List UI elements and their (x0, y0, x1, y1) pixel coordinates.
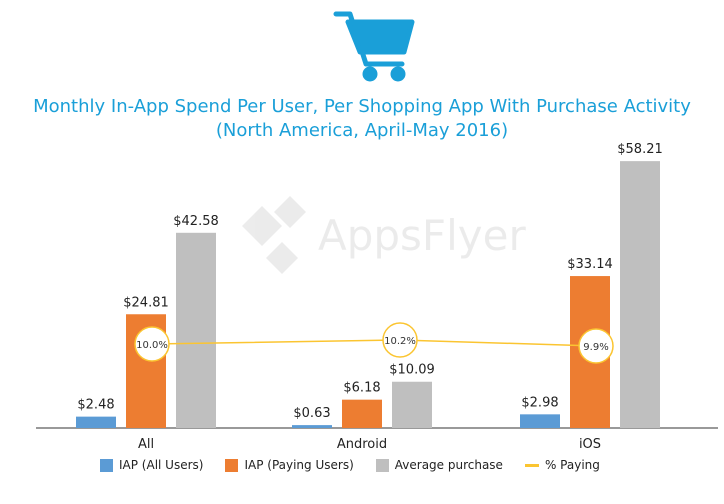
watermark-text: AppsFlyer (318, 211, 526, 260)
legend-label-pct-paying: % Paying (544, 458, 600, 472)
bars-layer (76, 161, 660, 429)
pct-paying-line (151, 339, 597, 347)
pct-paying-marker (382, 322, 418, 358)
bar-ios-series-0 (520, 414, 560, 428)
chart-title: Monthly In-App Spend Per User, Per Shopp… (33, 96, 691, 117)
legend: IAP (All Users) IAP (Paying Users) Avera… (100, 456, 600, 474)
legend-swatch-iap-paying (225, 458, 239, 472)
legend-swatch-avg-purchase (375, 458, 389, 472)
legend-label-iap-paying: IAP (Paying Users) (244, 458, 354, 472)
legend-item-iap-paying: IAP (Paying Users) (225, 458, 354, 472)
chart-subtitle: (North America, April-May 2016) (215, 120, 509, 141)
legend-item-pct-paying: % Paying (524, 458, 600, 472)
bar-android-series-1 (342, 399, 382, 428)
pct-paying-label: 10.2% (384, 336, 416, 347)
bar-value-label: $42.58 (173, 214, 219, 229)
bar-value-label: $2.48 (77, 398, 114, 413)
appsflyer-watermark: AppsFlyer (242, 196, 526, 274)
line-layer: 10.0% 10.2% 9.9% (134, 322, 614, 364)
pct-paying-label: 9.9% (583, 342, 608, 353)
bar-value-label: $33.14 (567, 257, 613, 272)
bar-value-label: $0.63 (293, 406, 330, 421)
bar-android-series-2 (392, 381, 432, 428)
shopping-cart-icon (333, 11, 415, 82)
bar-value-label: $2.98 (521, 395, 558, 410)
bar-all-series-2 (176, 232, 216, 428)
legend-item-avg-purchase: Average purchase (375, 458, 503, 472)
legend-label-avg-purchase: Average purchase (394, 458, 503, 472)
pct-paying-label: 10.0% (136, 340, 168, 351)
bar-value-label: $10.09 (389, 363, 435, 378)
bar-value-label: $58.21 (617, 142, 663, 157)
legend-swatch-pct-paying (524, 463, 539, 467)
labels-layer: $2.48 $24.81 $42.58 All $0.63 $6.18 $10.09 Andr… (77, 142, 662, 452)
x-tick-label-ios: iOS (579, 437, 601, 452)
bar-value-label: $6.18 (343, 381, 380, 396)
bar-all-series-0 (76, 416, 116, 428)
legend-item-iap-all: IAP (All Users) (100, 458, 203, 472)
x-tick-label-android: Android (337, 437, 387, 452)
pct-paying-marker (134, 326, 170, 362)
bar-value-label: $24.81 (123, 295, 169, 310)
legend-swatch-iap-all (100, 458, 113, 472)
legend-label-iap-all: IAP (All Users) (119, 458, 204, 472)
bar-android-series-0 (292, 425, 332, 428)
x-tick-label-all: All (138, 437, 154, 452)
bar-ios-series-2 (620, 161, 660, 429)
pct-paying-marker (578, 328, 614, 364)
